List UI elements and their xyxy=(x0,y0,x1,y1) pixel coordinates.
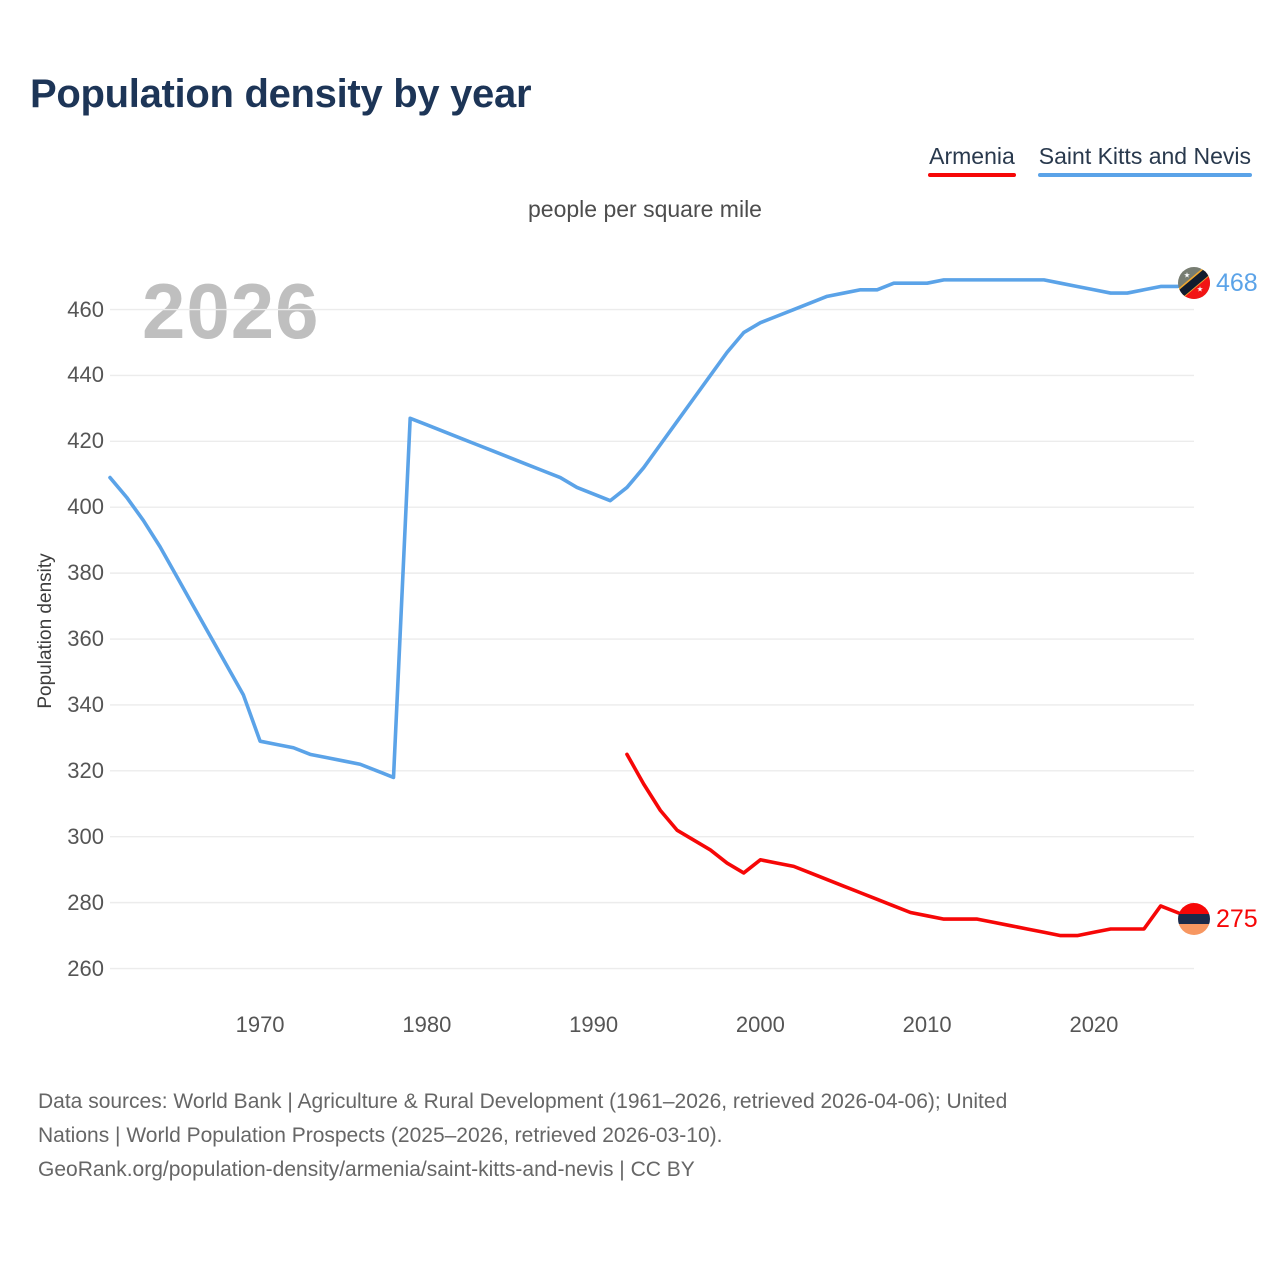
watermark-year: 2026 xyxy=(142,267,320,355)
y-tick-label: 340 xyxy=(67,691,104,717)
y-tick-label: 360 xyxy=(67,626,104,652)
legend-item-armenia[interactable]: Armenia xyxy=(928,143,1016,178)
series-line-saint-kitts-and-nevis xyxy=(108,278,1196,780)
end-label-saint-kitts-and-nevis: 468 xyxy=(1178,267,1258,300)
y-tick-label: 260 xyxy=(67,955,104,981)
legend-swatch-armenia xyxy=(928,173,1016,178)
footer-sources: Data sources: World Bank | Agriculture &… xyxy=(38,1085,1253,1187)
armenia-flag-icon xyxy=(1178,903,1210,936)
series-line-armenia xyxy=(625,752,1196,938)
x-tick-label: 2000 xyxy=(735,1012,785,1037)
x-tick-label: 1970 xyxy=(235,1012,285,1037)
x-tick-label: 1980 xyxy=(402,1012,452,1037)
x-tick-label: 2020 xyxy=(1069,1012,1119,1037)
y-tick-label: 300 xyxy=(67,823,104,849)
legend-label-saint-kitts-and-nevis: Saint Kitts and Nevis xyxy=(1038,143,1251,169)
legend: Armenia Saint Kitts and Nevis xyxy=(928,143,1252,178)
y-tick-label: 320 xyxy=(67,757,104,783)
y-axis-ticks: 260 280 300 320 340 360 380 400 420 440 460 xyxy=(38,0,104,1280)
chart-subtitle: people per square mile xyxy=(528,196,762,222)
end-value-saint-kitts-and-nevis: 468 xyxy=(1216,268,1258,297)
y-tick-label: 440 xyxy=(67,362,104,388)
legend-label-armenia: Armenia xyxy=(929,143,1015,169)
y-tick-label: 380 xyxy=(67,560,104,586)
footer-line-3: GeoRank.org/population-density/armenia/s… xyxy=(38,1158,695,1182)
y-tick-label: 400 xyxy=(67,494,104,520)
gridlines xyxy=(110,308,1194,970)
legend-swatch-saint-kitts-and-nevis xyxy=(1037,173,1252,178)
y-tick-label: 420 xyxy=(67,428,104,454)
footer-line-2: Nations | World Population Prospects (20… xyxy=(38,1124,723,1148)
end-label-armenia: 275 xyxy=(1178,903,1258,936)
y-tick-label: 280 xyxy=(67,889,104,915)
y-tick-label: 460 xyxy=(67,296,104,322)
page-title: Population density by year xyxy=(30,72,532,116)
end-value-armenia: 275 xyxy=(1216,904,1258,933)
footer-line-1: Data sources: World Bank | Agriculture &… xyxy=(38,1090,1008,1113)
saint-kitts-and-nevis-flag-icon xyxy=(1178,267,1210,300)
legend-item-saint-kitts-and-nevis[interactable]: Saint Kitts and Nevis xyxy=(1037,143,1252,178)
x-tick-label: 1990 xyxy=(569,1012,619,1037)
x-tick-label: 2010 xyxy=(902,1012,952,1037)
